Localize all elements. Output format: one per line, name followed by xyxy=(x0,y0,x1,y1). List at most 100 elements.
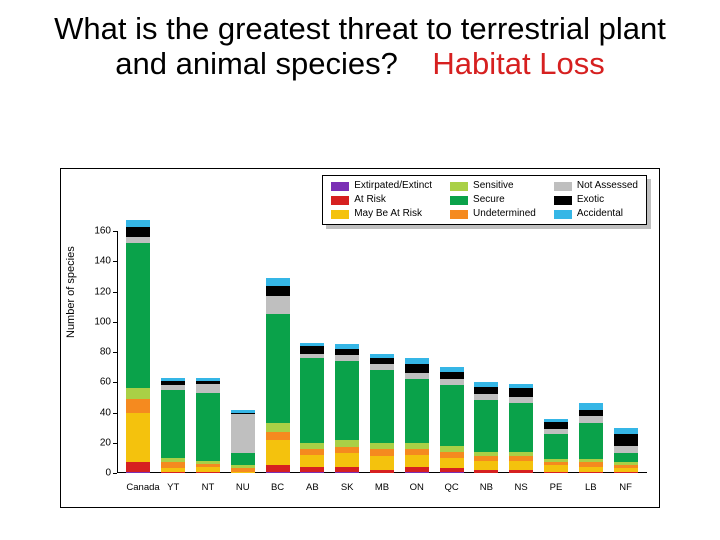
legend-label: May Be At Risk xyxy=(354,208,422,220)
bar xyxy=(126,220,150,473)
bar-segment xyxy=(196,393,220,461)
bar-segment xyxy=(474,387,498,395)
x-tick-label: PE xyxy=(544,482,568,493)
y-tick-label: 40 xyxy=(100,407,111,418)
y-tick-label: 60 xyxy=(100,377,111,388)
bars-container xyxy=(117,231,647,473)
slide: What is the greatest threat to terrestri… xyxy=(0,0,720,540)
bar-segment xyxy=(509,470,533,473)
x-tick-label: BC xyxy=(266,482,290,493)
bar-segment xyxy=(126,227,150,238)
legend-label: Secure xyxy=(473,194,505,206)
legend-item: Accidental xyxy=(554,208,638,220)
x-tick-label: QC xyxy=(440,482,464,493)
bar-segment xyxy=(370,449,394,457)
x-tick-label: MB xyxy=(370,482,394,493)
y-tick xyxy=(113,352,117,353)
legend-item: Secure xyxy=(450,194,536,206)
x-tick-label: YT xyxy=(161,482,185,493)
bar-segment xyxy=(440,372,464,380)
bar-segment xyxy=(126,243,150,388)
bar-segment xyxy=(544,422,568,430)
legend-item: Sensitive xyxy=(450,180,536,192)
x-tick-label: ON xyxy=(405,482,429,493)
bar-segment xyxy=(370,370,394,443)
legend-item: Undetermined xyxy=(450,208,536,220)
x-axis-labels: CanadaYTNTNUBCABSKMBONQCNBNSPELBNF xyxy=(117,482,647,493)
bar-segment xyxy=(196,384,220,393)
bar-segment xyxy=(335,472,359,474)
bar-segment xyxy=(474,400,498,451)
bar-segment xyxy=(161,390,185,458)
bar-segment xyxy=(231,414,255,453)
x-tick-label: NS xyxy=(509,482,533,493)
y-tick xyxy=(113,382,117,383)
legend-swatch xyxy=(331,182,349,191)
y-tick xyxy=(113,413,117,414)
legend-swatch xyxy=(331,210,349,219)
x-tick-label: AB xyxy=(300,482,324,493)
legend-swatch xyxy=(450,210,468,219)
bar-segment xyxy=(440,458,464,469)
bar-segment xyxy=(126,388,150,399)
bar xyxy=(405,358,429,473)
bar-segment xyxy=(579,472,603,474)
bar-segment xyxy=(266,296,290,314)
species-chart: Extirpated/Extinct Sensitive Not Assessed A… xyxy=(60,168,660,508)
legend-item: Extirpated/Extinct xyxy=(331,180,432,192)
legend-item: May Be At Risk xyxy=(331,208,432,220)
legend-item: Exotic xyxy=(554,194,638,206)
bar xyxy=(266,278,290,473)
legend-swatch xyxy=(554,196,572,205)
plot-area: 020406080100120140160 xyxy=(117,231,647,473)
legend-item: At Risk xyxy=(331,194,432,206)
bar-segment xyxy=(126,399,150,413)
y-tick-label: 80 xyxy=(100,347,111,358)
bar-segment xyxy=(440,385,464,446)
bar xyxy=(161,378,185,473)
bar-segment xyxy=(126,462,150,471)
legend-label: Not Assessed xyxy=(577,180,638,192)
bar-segment xyxy=(300,358,324,443)
y-tick xyxy=(113,473,117,474)
y-tick-label: 100 xyxy=(94,316,111,327)
bar-segment xyxy=(405,364,429,373)
bar-segment xyxy=(614,434,638,446)
bar xyxy=(614,428,638,473)
bar xyxy=(579,403,603,473)
legend-label: Undetermined xyxy=(473,208,536,220)
y-tick-label: 140 xyxy=(94,256,111,267)
bar xyxy=(335,344,359,473)
legend-swatch xyxy=(554,182,572,191)
x-tick-label: SK xyxy=(335,482,359,493)
bar-segment xyxy=(614,472,638,474)
y-tick-label: 160 xyxy=(94,226,111,237)
bar-segment xyxy=(335,361,359,440)
bar-segment xyxy=(266,432,290,440)
bar-segment xyxy=(266,423,290,432)
bar-segment xyxy=(300,455,324,467)
bar-segment xyxy=(231,472,255,474)
chart-legend: Extirpated/Extinct Sensitive Not Assessed A… xyxy=(322,175,647,225)
slide-title: What is the greatest threat to terrestri… xyxy=(0,0,720,81)
legend-swatch xyxy=(450,182,468,191)
bar-segment xyxy=(579,416,603,424)
y-tick xyxy=(113,443,117,444)
bar-segment xyxy=(614,453,638,462)
bar-segment xyxy=(266,314,290,423)
bar-segment xyxy=(126,472,150,474)
legend-label: Accidental xyxy=(577,208,623,220)
bar-segment xyxy=(335,453,359,467)
bar-segment xyxy=(370,456,394,470)
bar-segment xyxy=(474,470,498,473)
x-tick-label: NT xyxy=(196,482,220,493)
bar-segment xyxy=(405,455,429,467)
bar xyxy=(196,378,220,473)
legend-swatch xyxy=(554,210,572,219)
title-answer: Habitat Loss xyxy=(432,46,604,81)
x-tick-label: NB xyxy=(474,482,498,493)
bar-segment xyxy=(335,440,359,448)
x-tick-label: LB xyxy=(579,482,603,493)
bar-segment xyxy=(266,472,290,474)
bar-segment xyxy=(440,472,464,474)
